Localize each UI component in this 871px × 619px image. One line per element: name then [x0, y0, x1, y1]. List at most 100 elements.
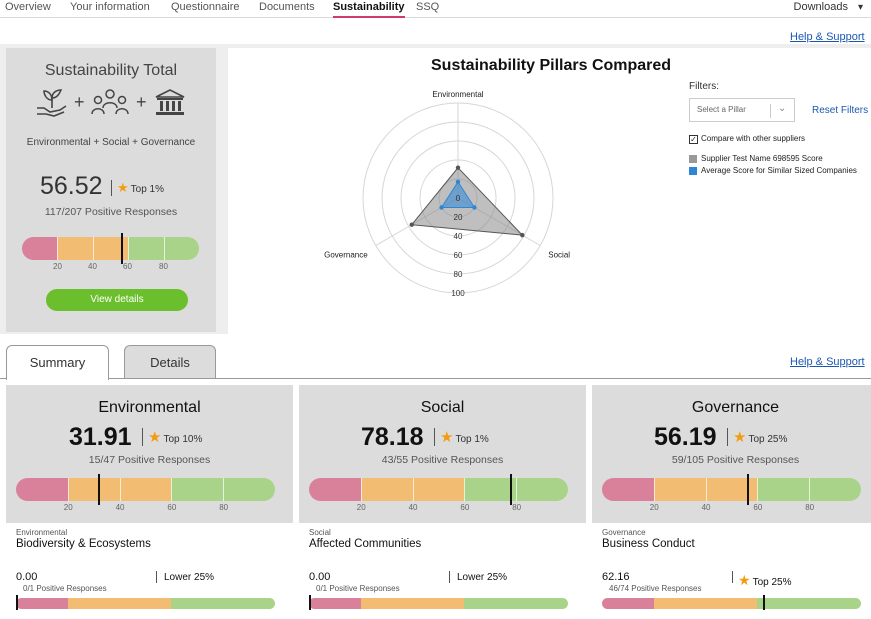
tick-label: 80	[219, 503, 229, 512]
compare-label: Compare with other suppliers	[701, 134, 806, 143]
pillar-score-bar	[309, 478, 568, 501]
esg-icons: + +	[34, 88, 194, 120]
bar-gridline	[809, 478, 811, 501]
pillar-rank-badge: ★ Top 1%	[440, 428, 489, 446]
pillar-header: Environmental 31.91 ★ Top 10% 15/47 Posit…	[6, 385, 293, 523]
score-separator	[156, 571, 157, 583]
legend-swatch-average	[689, 167, 697, 175]
radar-point	[520, 232, 525, 238]
star-icon: ★	[733, 429, 747, 446]
pillar-select[interactable]: Select a Pillar ⌄	[689, 98, 795, 122]
sub-category-score: 0.00	[309, 571, 331, 583]
tab-ssq[interactable]: SSQ	[416, 1, 440, 13]
tick-label: 60	[167, 503, 177, 512]
pillar-score: 56.19	[654, 423, 717, 451]
bar-gridline	[171, 478, 173, 501]
bar-segment-high	[464, 598, 568, 609]
sub-category-marker	[16, 595, 18, 610]
bar-segment-low	[309, 598, 361, 609]
pillar-score: 78.18	[361, 423, 424, 451]
pillar-rank-badge: ★ Top 25%	[733, 428, 787, 446]
legend-label-average: Average Score for Similar Sized Companie…	[701, 166, 857, 175]
sub-category-score: 0.00	[16, 571, 38, 583]
tab-questionnaire[interactable]: Questionnaire	[171, 1, 240, 13]
bar-segment-high	[757, 598, 861, 609]
total-rank-label: Top 1%	[130, 184, 165, 195]
bar-segment-high	[128, 237, 199, 260]
sub-category-label: Governance	[602, 528, 646, 537]
sub-category-rank-label: Lower 25%	[164, 572, 215, 583]
score-separator	[434, 428, 435, 446]
pillar-select-placeholder: Select a Pillar	[697, 105, 746, 114]
sub-category-rank-label: Lower 25%	[457, 572, 508, 583]
sub-category-responses: 0/1 Positive Responses	[23, 584, 107, 593]
tick-label: 40	[88, 262, 97, 271]
bar-gridline	[516, 478, 518, 501]
tick-label: 20	[53, 262, 62, 271]
tick-label: 40	[701, 503, 711, 512]
bar-segment-low	[602, 478, 654, 501]
radar-point	[472, 205, 477, 210]
bar-gridline	[57, 237, 59, 260]
pillar-responses: 15/47 Positive Responses	[88, 454, 211, 466]
sub-category-rank: Lower 25%	[457, 572, 507, 583]
tabs-divider	[0, 378, 871, 379]
bar-gridline	[163, 237, 165, 260]
radar-ring-label: 60	[454, 251, 463, 260]
score-separator	[732, 571, 733, 583]
tick-label: 60	[123, 262, 132, 271]
tab-sustainability[interactable]: Sustainability	[333, 1, 405, 18]
sub-category-name: Biodiversity & Ecosystems	[16, 538, 151, 550]
radar-ring-label: 0	[456, 194, 461, 203]
chevron-down-icon: ▾	[857, 2, 863, 13]
sub-category-score: 62.16	[602, 571, 630, 583]
sub-category-label: Social	[309, 528, 331, 537]
view-details-button[interactable]: View details	[46, 289, 188, 311]
pillar-name: Social	[420, 399, 465, 416]
star-icon: ★	[738, 572, 751, 588]
sub-category-marker	[762, 595, 765, 610]
pillar-score: 31.91	[69, 423, 132, 451]
bar-gridline	[128, 237, 130, 260]
plus-icon: +	[74, 92, 85, 112]
legend-label-supplier: Supplier Test Name 698595 Score	[701, 154, 823, 163]
sub-category-rank-label: Top 25%	[752, 577, 792, 588]
tab-your-information[interactable]: Your information	[70, 1, 150, 13]
sub-category-responses: 0/1 Positive Responses	[316, 584, 400, 593]
compare-checkbox[interactable]: ✓	[689, 135, 698, 144]
tab-summary[interactable]: Summary	[6, 345, 109, 380]
tab-overview[interactable]: Overview	[5, 1, 51, 13]
help-support-link-lower[interactable]: Help & Support	[790, 356, 865, 368]
bar-gridline	[92, 237, 94, 260]
pillar-header: Governance 56.19 ★ Top 25% 59/105 Positiv…	[592, 385, 871, 523]
radar-ring-label: 40	[454, 232, 463, 241]
plant-hand-icon	[37, 89, 67, 117]
bar-gridline	[360, 478, 362, 501]
radar-series-average	[440, 180, 476, 208]
bar-segment-mid	[653, 598, 758, 609]
radar-ring-label: 100	[451, 289, 465, 298]
chevron-down-icon: ⌄	[778, 103, 787, 114]
pillar-card-governance: Governance 56.19 ★ Top 25% 59/105 Positiv…	[592, 385, 871, 619]
pillar-responses: 43/55 Positive Responses	[381, 454, 504, 466]
tick-label: 40	[408, 503, 418, 512]
downloads-menu[interactable]: Downloads ▾	[794, 1, 863, 13]
sub-category-label: Environmental	[16, 528, 68, 537]
sub-category-bar	[16, 598, 275, 609]
star-icon: ★	[440, 429, 454, 446]
reset-filters-link[interactable]: Reset Filters	[812, 105, 869, 116]
pillar-header: Social 78.18 ★ Top 1% 43/55 Positive Resp…	[299, 385, 586, 523]
radar-point	[409, 222, 414, 227]
pillar-rank-label: Top 10%	[163, 434, 203, 445]
tab-details[interactable]: Details	[124, 345, 216, 379]
filters-label: Filters:	[689, 81, 719, 92]
top-nav: Overview Your information Questionnaire …	[0, 0, 871, 18]
tab-documents[interactable]: Documents	[259, 1, 315, 13]
help-support-link-top[interactable]: Help & Support	[790, 31, 865, 43]
pillar-name: Governance	[691, 399, 780, 416]
radar-point	[439, 205, 444, 210]
pillar-score-marker	[746, 474, 749, 505]
pillar-score-marker	[510, 474, 513, 505]
bar-segment-low	[16, 478, 68, 501]
total-score-marker	[121, 233, 124, 264]
